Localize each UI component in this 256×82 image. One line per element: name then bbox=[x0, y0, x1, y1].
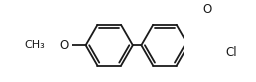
Text: CH₃: CH₃ bbox=[25, 40, 45, 50]
Text: O: O bbox=[202, 3, 211, 16]
Text: Cl: Cl bbox=[226, 46, 237, 59]
Text: O: O bbox=[60, 39, 69, 52]
